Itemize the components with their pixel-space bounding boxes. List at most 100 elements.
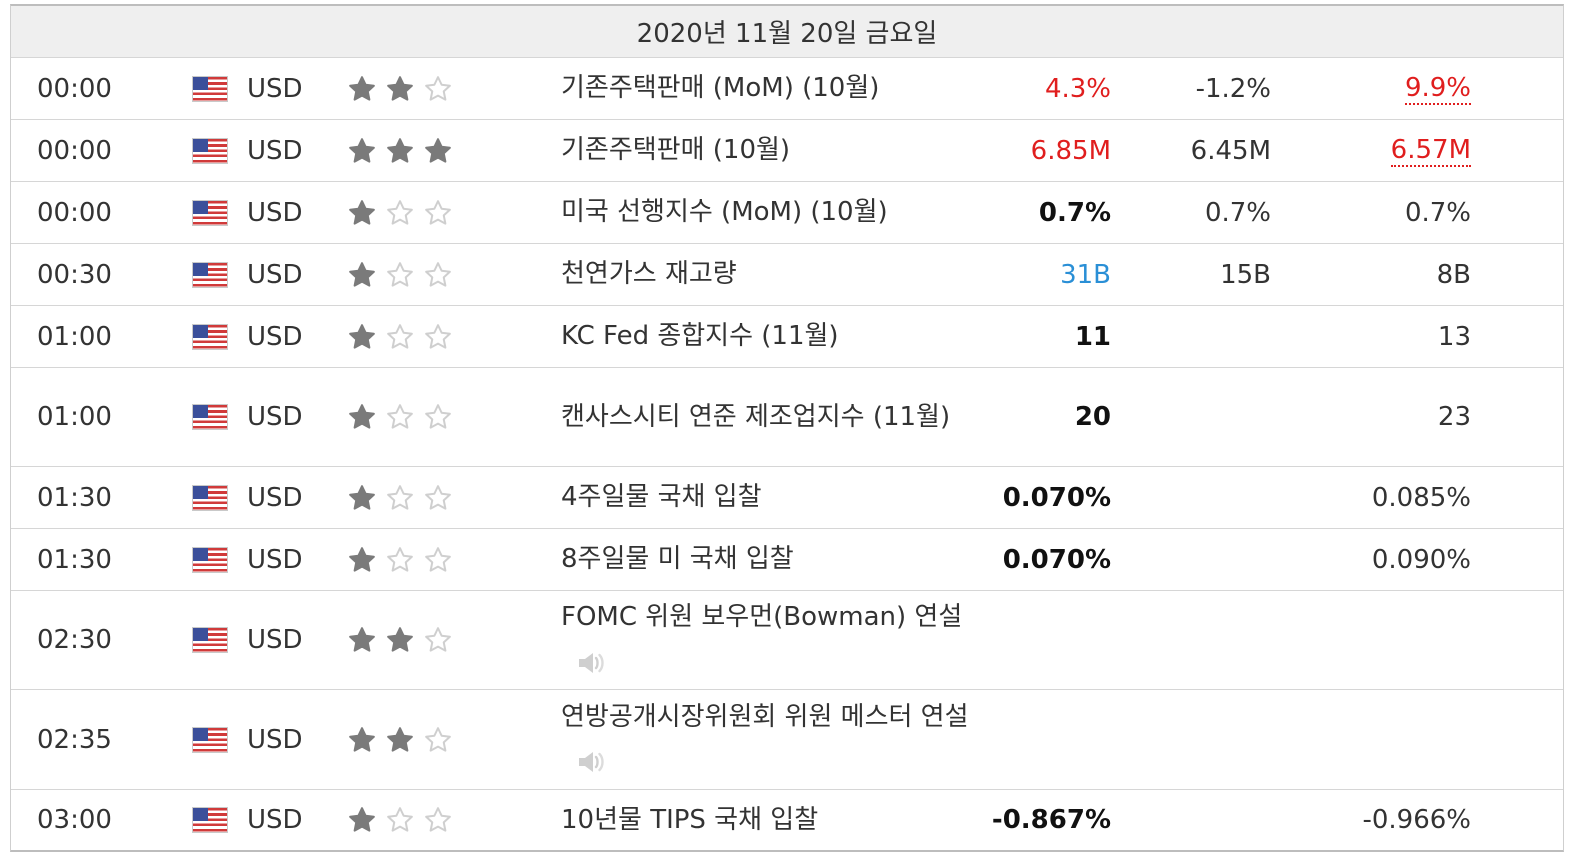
event-name-text[interactable]: 기존주택판매 (MoM) (10월) (561, 73, 880, 103)
forecast-value: 0.7% (1204, 197, 1271, 228)
star-empty-icon (423, 805, 453, 835)
star-filled-icon (347, 545, 377, 575)
importance-rating (347, 467, 477, 528)
event-name[interactable]: KC Fed 종합지수 (11월) (561, 306, 981, 367)
importance-rating (347, 306, 477, 367)
importance-rating (347, 120, 477, 181)
speaker-icon (575, 748, 607, 776)
currency-code: USD (247, 135, 303, 166)
actual-value: 0.070% (1002, 544, 1111, 575)
date-header: 2020년 11월 20일 금요일 (11, 6, 1563, 58)
star-filled-icon (385, 74, 415, 104)
previous-value: 0.085% (1371, 482, 1471, 513)
table-row[interactable]: 00:30 USD 천연가스 재고량 31B 15B 8B (11, 244, 1563, 306)
previous-value (1271, 591, 1471, 689)
event-time: 02:35 (37, 724, 112, 755)
actual-value: 31B (1060, 259, 1111, 290)
currency-code: USD (247, 544, 303, 575)
currency-flag (193, 368, 229, 466)
event-name[interactable]: 8주일물 미 국채 입찰 (561, 529, 981, 590)
currency-code: USD (247, 482, 303, 513)
event-time: 00:00 (37, 135, 112, 166)
actual-value: 0.070% (1002, 482, 1111, 513)
event-name[interactable]: 4주일물 국채 입찰 (561, 467, 981, 528)
star-filled-icon (347, 136, 377, 166)
previous-value: 23 (1437, 402, 1471, 432)
event-name[interactable]: 천연가스 재고량 (561, 244, 981, 305)
event-name-text[interactable]: 10년물 TIPS 국채 입찰 (561, 804, 819, 835)
event-name[interactable]: 기존주택판매 (10월) (561, 120, 981, 181)
previous-value[interactable]: 9.9% (1404, 72, 1471, 105)
forecast-value (1071, 529, 1271, 590)
event-time: 01:00 (37, 402, 112, 432)
table-row[interactable]: 01:00 USD 캔사스시티 연준 제조업지수 (11월) 20 23 (11, 368, 1563, 467)
event-name-text[interactable]: 캔사스시티 연준 제조업지수 (11월) (561, 401, 951, 432)
event-name-text[interactable]: 기존주택판매 (10월) (561, 135, 791, 165)
speaker-icon (575, 649, 607, 677)
table-row[interactable]: 02:35 USD 연방공개시장위원회 위원 메스터 연설 (11, 690, 1563, 790)
importance-rating (347, 790, 477, 850)
currency-flag (193, 790, 229, 850)
table-row[interactable]: 00:00 USD 기존주택판매 (MoM) (10월) 4.3% -1.2% 9.9% (11, 58, 1563, 120)
currency-code: USD (247, 259, 303, 290)
forecast-value: 15B (1220, 259, 1271, 290)
event-name[interactable]: FOMC 위원 보우먼(Bowman) 연설 (561, 591, 981, 689)
us-flag-icon (193, 485, 227, 510)
star-empty-icon (385, 260, 415, 290)
currency-code: USD (247, 73, 303, 104)
event-name[interactable]: 캔사스시티 연준 제조업지수 (11월) (561, 368, 981, 466)
star-empty-icon (423, 74, 453, 104)
event-name-text[interactable]: 천연가스 재고량 (561, 259, 737, 289)
actual-value: 20 (1074, 402, 1111, 432)
event-name-text[interactable]: 미국 선행지수 (MoM) (10월) (561, 197, 888, 227)
event-name-text[interactable]: 4주일물 국채 입찰 (561, 482, 762, 512)
star-filled-icon (347, 483, 377, 513)
forecast-value (1071, 467, 1271, 528)
table-row[interactable]: 03:00 USD 10년물 TIPS 국채 입찰 -0.867% -0.966% (11, 790, 1563, 850)
previous-value: 0.090% (1371, 544, 1471, 575)
table-row[interactable]: 02:30 USD FOMC 위원 보우먼(Bowman) 연설 (11, 591, 1563, 690)
previous-value[interactable]: 6.57M (1390, 134, 1471, 167)
currency-code: USD (247, 197, 303, 228)
event-name-text[interactable]: KC Fed 종합지수 (11월) (561, 321, 839, 351)
event-name[interactable]: 미국 선행지수 (MoM) (10월) (561, 182, 981, 243)
forecast-value (1071, 306, 1271, 367)
currency-flag (193, 529, 229, 590)
table-row[interactable]: 01:30 USD 4주일물 국채 입찰 0.070% 0.085% (11, 467, 1563, 529)
star-empty-icon (423, 725, 453, 755)
event-time: 01:00 (37, 321, 112, 352)
forecast-value (1071, 690, 1271, 789)
event-name[interactable]: 연방공개시장위원회 위원 메스터 연설 (561, 690, 981, 789)
date-header-text: 2020년 11월 20일 금요일 (636, 19, 938, 49)
forecast-value: 6.45M (1190, 135, 1271, 166)
table-row[interactable]: 00:00 USD 미국 선행지수 (MoM) (10월) 0.7% 0.7% 0.7% (11, 182, 1563, 244)
us-flag-icon (193, 76, 227, 101)
event-name[interactable]: 10년물 TIPS 국채 입찰 (561, 790, 981, 850)
currency-flag (193, 244, 229, 305)
importance-rating (347, 591, 477, 689)
us-flag-icon (193, 727, 227, 752)
table-row[interactable]: 01:30 USD 8주일물 미 국채 입찰 0.070% 0.090% (11, 529, 1563, 591)
star-empty-icon (423, 483, 453, 513)
previous-value: 8B (1436, 259, 1471, 290)
actual-value: 6.85M (1030, 135, 1111, 166)
currency-code: USD (247, 805, 303, 835)
event-name-text[interactable]: FOMC 위원 보우먼(Bowman) 연설 (561, 602, 963, 632)
event-name[interactable]: 기존주택판매 (MoM) (10월) (561, 58, 981, 119)
table-row[interactable]: 00:00 USD 기존주택판매 (10월) 6.85M 6.45M 6.57M (11, 120, 1563, 182)
star-empty-icon (385, 322, 415, 352)
event-time: 00:00 (37, 197, 112, 228)
table-row[interactable]: 01:00 USD KC Fed 종합지수 (11월) 11 13 (11, 306, 1563, 368)
event-name-text[interactable]: 8주일물 미 국채 입찰 (561, 544, 794, 574)
event-time: 03:00 (37, 805, 112, 835)
forecast-value: -1.2% (1195, 73, 1271, 104)
star-filled-icon (347, 322, 377, 352)
currency-code: USD (247, 625, 303, 655)
currency-flag (193, 182, 229, 243)
star-empty-icon (423, 545, 453, 575)
actual-value: 0.7% (1038, 197, 1111, 228)
event-name-text[interactable]: 연방공개시장위원회 위원 메스터 연설 (561, 701, 969, 732)
us-flag-icon (193, 138, 227, 163)
star-filled-icon (347, 402, 377, 432)
star-empty-icon (423, 402, 453, 432)
